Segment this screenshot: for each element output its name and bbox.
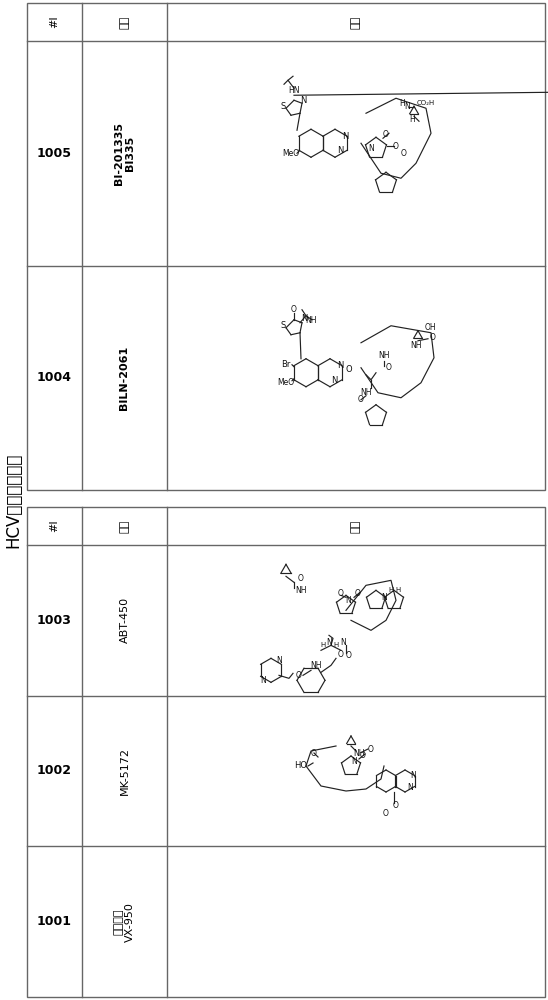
Text: N: N <box>345 596 351 605</box>
Text: O: O <box>430 333 436 342</box>
Text: O: O <box>311 748 317 758</box>
Text: H: H <box>333 642 339 648</box>
Text: O: O <box>386 363 392 372</box>
Text: O: O <box>338 589 344 598</box>
Text: O: O <box>393 802 399 810</box>
Text: O: O <box>383 130 389 139</box>
Text: O: O <box>360 752 366 760</box>
Text: S: S <box>281 321 286 330</box>
Text: N: N <box>407 782 413 792</box>
Text: 名称: 名称 <box>119 519 129 533</box>
Text: N: N <box>351 756 357 766</box>
Text: O: O <box>346 651 352 660</box>
Text: NH: NH <box>295 586 307 595</box>
Bar <box>27 507 545 997</box>
Text: 1005: 1005 <box>37 147 72 160</box>
Text: HO: HO <box>294 762 307 770</box>
Text: 名称: 名称 <box>119 15 129 29</box>
Text: O: O <box>296 671 302 680</box>
Text: N: N <box>404 102 410 111</box>
Text: N: N <box>326 638 332 647</box>
Text: N: N <box>368 144 374 153</box>
Text: O: O <box>291 305 297 314</box>
Text: #I: #I <box>49 520 60 532</box>
Text: O: O <box>346 365 352 374</box>
Text: 特拉匹韦
VX-950: 特拉匹韦 VX-950 <box>113 902 135 942</box>
Text: O: O <box>383 810 389 818</box>
Text: MK-5172: MK-5172 <box>119 747 129 795</box>
Text: 结构: 结构 <box>351 519 361 533</box>
Text: H: H <box>409 115 415 124</box>
Text: 1002: 1002 <box>37 764 72 778</box>
Text: CO₂H: CO₂H <box>417 100 435 106</box>
Text: 1004: 1004 <box>37 371 72 384</box>
Text: H: H <box>399 99 405 108</box>
Text: O: O <box>393 142 399 151</box>
Text: #I: #I <box>49 16 60 28</box>
Text: N: N <box>340 638 346 647</box>
Text: NH: NH <box>353 748 365 758</box>
Text: O: O <box>368 744 374 754</box>
Text: N: N <box>342 132 348 141</box>
Text: N: N <box>276 656 282 665</box>
Text: N: N <box>300 96 306 105</box>
Bar <box>27 3 545 490</box>
Text: N: N <box>410 770 416 780</box>
Text: N: N <box>337 146 343 155</box>
Text: BILN-2061: BILN-2061 <box>119 346 129 410</box>
Text: H: H <box>389 587 393 593</box>
Text: O: O <box>358 395 364 404</box>
Text: N: N <box>260 676 266 685</box>
Text: NH: NH <box>378 351 390 360</box>
Text: S: S <box>281 102 286 111</box>
Text: H: H <box>395 587 401 593</box>
Text: ABT-450: ABT-450 <box>119 597 129 643</box>
Text: 1003: 1003 <box>37 614 72 627</box>
Text: O: O <box>355 589 361 598</box>
Text: N: N <box>381 593 387 602</box>
Text: MeO: MeO <box>282 149 300 158</box>
Text: O: O <box>298 574 304 583</box>
Text: BI-201335
BI335: BI-201335 BI335 <box>113 122 135 185</box>
Text: N: N <box>331 376 337 385</box>
Text: N: N <box>337 361 343 370</box>
Text: HN: HN <box>288 86 300 95</box>
Text: NH: NH <box>360 388 372 397</box>
Text: Br: Br <box>281 360 290 369</box>
Text: MeO: MeO <box>277 378 295 387</box>
Text: NH: NH <box>310 661 322 670</box>
Text: HCV蛋白酶抑制剂: HCV蛋白酶抑制剂 <box>4 452 22 548</box>
Text: NH: NH <box>305 316 317 325</box>
Text: 结构: 结构 <box>351 15 361 29</box>
Text: H: H <box>321 642 326 648</box>
Text: O: O <box>401 149 407 158</box>
Text: N: N <box>301 314 307 323</box>
Text: NH: NH <box>410 341 422 350</box>
Text: O: O <box>338 650 344 659</box>
Text: OH: OH <box>424 323 436 332</box>
Text: 1001: 1001 <box>37 915 72 928</box>
